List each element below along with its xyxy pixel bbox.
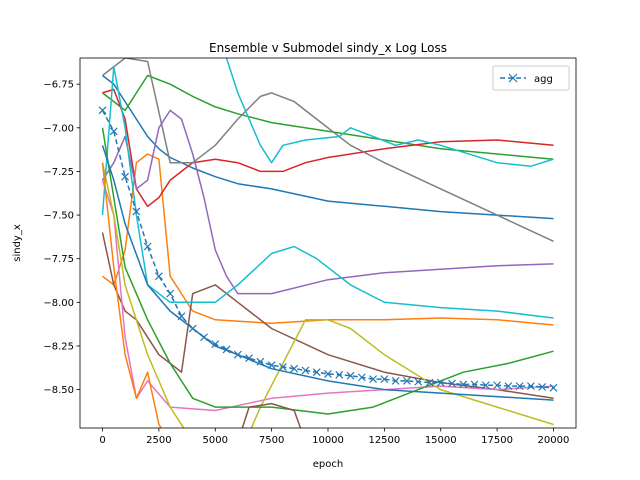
agg-point-6 <box>154 272 163 281</box>
y-tick-label-7: −7.00 <box>43 123 74 134</box>
agg-point-35 <box>481 381 490 390</box>
agg-point-18 <box>290 364 299 373</box>
legend-agg-label: agg <box>534 74 553 85</box>
agg-point-2 <box>109 127 118 136</box>
chart-title: Ensemble v Submodel sindy_x Log Loss <box>209 41 447 55</box>
agg-point-16 <box>267 361 276 370</box>
y-tick-label-5: −7.50 <box>43 211 74 222</box>
legend-box <box>492 65 570 91</box>
x-tick-label-5: 10000 <box>312 435 344 446</box>
agg-point-8 <box>177 312 186 321</box>
agg-point-30 <box>425 378 434 387</box>
x-tick-label-1: 0 <box>99 435 105 446</box>
agg-point-34 <box>470 380 479 389</box>
agg-point-24 <box>357 373 366 382</box>
submodel-line-14 <box>101 162 163 428</box>
agg-point-39 <box>526 382 535 391</box>
submodel-line-13 <box>101 145 554 401</box>
series-layer <box>98 58 558 428</box>
agg-point-31 <box>436 378 445 387</box>
submodel-line-3 <box>102 74 554 160</box>
axes-layer: 0 2500 5000 7500 10000 12500 15000 17500 20000 −8… <box>43 57 577 446</box>
submodel-line-12 <box>101 127 554 415</box>
legend: agg <box>492 65 570 91</box>
agg-point-33 <box>459 380 468 389</box>
agg-point-5 <box>143 242 152 251</box>
legend-agg-marker <box>508 73 518 83</box>
agg-point-17 <box>278 362 287 371</box>
x-tick-label-9: 20000 <box>538 435 570 446</box>
agg-point-36 <box>493 381 502 390</box>
submodel-line-7 <box>101 179 554 412</box>
agg-point-22 <box>335 370 344 379</box>
agg-point-1 <box>98 106 107 115</box>
y-tick-label-2: −8.25 <box>43 341 74 352</box>
agg-point-3 <box>121 172 130 181</box>
y-tick-label-4: −7.75 <box>43 254 74 265</box>
y-tick-label-6: −7.25 <box>43 167 74 178</box>
y-axis-title: sindy_x <box>12 224 23 262</box>
x-tick-label-8: 17500 <box>481 435 513 446</box>
x-tick-label-3: 5000 <box>203 435 228 446</box>
submodel-line-2 <box>102 153 554 326</box>
submodel-line-1 <box>102 74 554 220</box>
agg-point-37 <box>504 382 513 391</box>
submodel-line-9 <box>101 162 554 428</box>
agg-point-21 <box>324 369 332 378</box>
agg-point-38 <box>515 382 524 391</box>
agg-point-15 <box>256 357 265 366</box>
agg-point-32 <box>448 379 456 388</box>
agg-point-4 <box>132 207 141 216</box>
agg-point-28 <box>402 376 411 385</box>
agg-point-9 <box>188 324 197 333</box>
agg-point-12 <box>222 345 231 354</box>
agg-point-13 <box>233 350 242 359</box>
agg-point-29 <box>414 377 423 386</box>
submodel-line-5 <box>101 109 554 295</box>
agg-point-27 <box>391 376 400 385</box>
agg-point-23 <box>346 371 355 380</box>
y-tick-label-8: −6.75 <box>43 80 74 91</box>
submodel-line-15 <box>241 402 302 428</box>
x-tick-label-4: 7500 <box>259 435 284 446</box>
agg-point-14 <box>245 354 254 363</box>
agg-point-7 <box>166 289 175 298</box>
x-tick-label-6: 12500 <box>368 435 400 446</box>
plot-area <box>80 58 576 428</box>
agg-point-10 <box>200 333 208 342</box>
agg-point-19 <box>301 366 310 375</box>
agg-point-41 <box>549 383 558 392</box>
agg-point-11 <box>211 340 220 349</box>
y-tick-label-1: −8.50 <box>43 385 74 396</box>
agg-point-26 <box>380 375 389 384</box>
x-tick-label-2: 2500 <box>146 435 171 446</box>
agg-point-25 <box>369 375 378 384</box>
agg-point-40 <box>538 383 547 391</box>
submodel-line-8 <box>102 58 554 242</box>
submodel-line-11 <box>225 58 554 167</box>
x-axis-title: epoch <box>313 459 343 470</box>
x-tick-label-7: 15000 <box>425 435 457 446</box>
submodel-line-10 <box>101 65 554 319</box>
agg-point-20 <box>312 368 321 377</box>
submodel-line-6 <box>101 232 554 400</box>
y-tick-label-3: −8.00 <box>43 298 74 309</box>
